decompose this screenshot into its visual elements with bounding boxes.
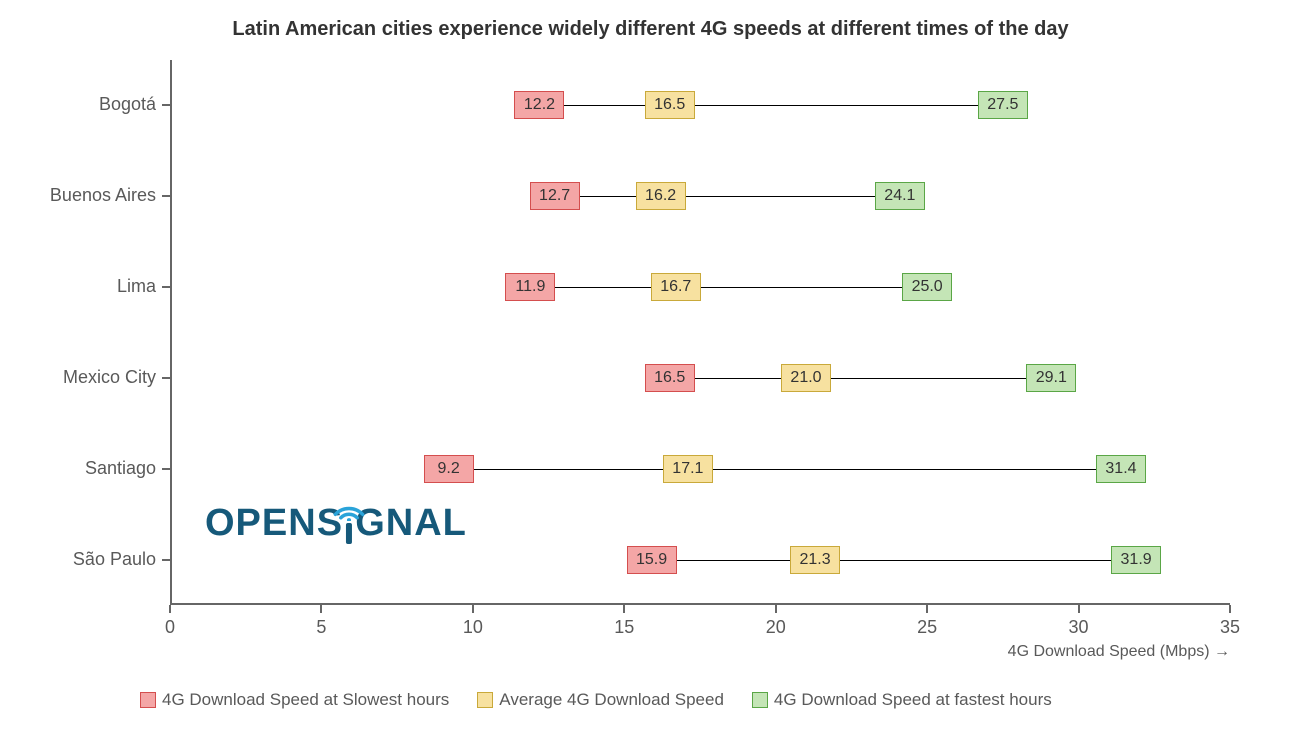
range-line [555,196,900,197]
avg-value-box: 16.7 [651,273,701,301]
chart-title: Latin American cities experience widely … [0,18,1301,41]
wifi-icon [332,499,366,521]
y-category-label: Bogotá [99,94,156,115]
fast-value-box: 29.1 [1026,364,1076,392]
slow-value-box: 12.2 [514,91,564,119]
logo-text-left: OPENS [205,502,343,545]
range-line [530,287,927,288]
x-tick-label: 10 [463,617,483,638]
legend-swatch [477,692,493,708]
avg-value-box: 21.3 [790,546,840,574]
x-tick-label: 25 [917,617,937,638]
x-tick-label: 30 [1069,617,1089,638]
chart-container: Latin American cities experience widely … [0,0,1301,731]
legend: 4G Download Speed at Slowest hours Averag… [140,690,1052,710]
x-tick-mark [1229,605,1231,613]
fast-value-box: 25.0 [902,273,952,301]
fast-value-box: 31.9 [1111,546,1161,574]
x-tick-label: 20 [766,617,786,638]
y-axis-line [170,60,172,605]
x-tick-mark [1078,605,1080,613]
legend-item-slow: 4G Download Speed at Slowest hours [140,690,449,710]
y-category-label: São Paulo [73,549,156,570]
slow-value-box: 11.9 [505,273,555,301]
range-line [539,105,1002,106]
y-tick-mark [162,286,170,288]
y-tick-mark [162,104,170,106]
legend-label: 4G Download Speed at fastest hours [774,690,1052,710]
x-tick-mark [320,605,322,613]
fast-value-box: 31.4 [1096,455,1146,483]
slow-value-box: 16.5 [645,364,695,392]
logo-text-right: GNAL [355,502,467,545]
slow-value-box: 15.9 [627,546,677,574]
y-category-label: Santiago [85,458,156,479]
range-line [670,378,1052,379]
legend-swatch [752,692,768,708]
avg-value-box: 21.0 [781,364,831,392]
avg-value-box: 16.5 [645,91,695,119]
legend-label: 4G Download Speed at Slowest hours [162,690,449,710]
x-tick-mark [169,605,171,613]
x-tick-mark [623,605,625,613]
logo-i-glyph [343,509,355,545]
slow-value-box: 9.2 [424,455,474,483]
x-tick-mark [926,605,928,613]
y-category-label: Lima [117,276,156,297]
x-tick-label: 5 [316,617,326,638]
x-tick-label: 0 [165,617,175,638]
opensignal-logo: OPENS GNAL [205,502,467,545]
x-axis-line [170,603,1230,605]
legend-label: Average 4G Download Speed [499,690,724,710]
y-tick-mark [162,559,170,561]
avg-value-box: 17.1 [663,455,713,483]
legend-item-fast: 4G Download Speed at fastest hours [752,690,1052,710]
y-category-label: Buenos Aires [50,185,156,206]
legend-item-avg: Average 4G Download Speed [477,690,724,710]
y-tick-mark [162,195,170,197]
range-line [449,469,1121,470]
x-tick-mark [775,605,777,613]
avg-value-box: 16.2 [636,182,686,210]
x-tick-label: 15 [614,617,634,638]
y-tick-mark [162,377,170,379]
x-tick-label: 35 [1220,617,1240,638]
fast-value-box: 27.5 [978,91,1028,119]
slow-value-box: 12.7 [530,182,580,210]
fast-value-box: 24.1 [875,182,925,210]
legend-swatch [140,692,156,708]
y-tick-mark [162,468,170,470]
range-line [652,560,1137,561]
x-tick-mark [472,605,474,613]
x-axis-title: 4G Download Speed (Mbps) → [1008,643,1230,661]
y-category-label: Mexico City [63,367,156,388]
